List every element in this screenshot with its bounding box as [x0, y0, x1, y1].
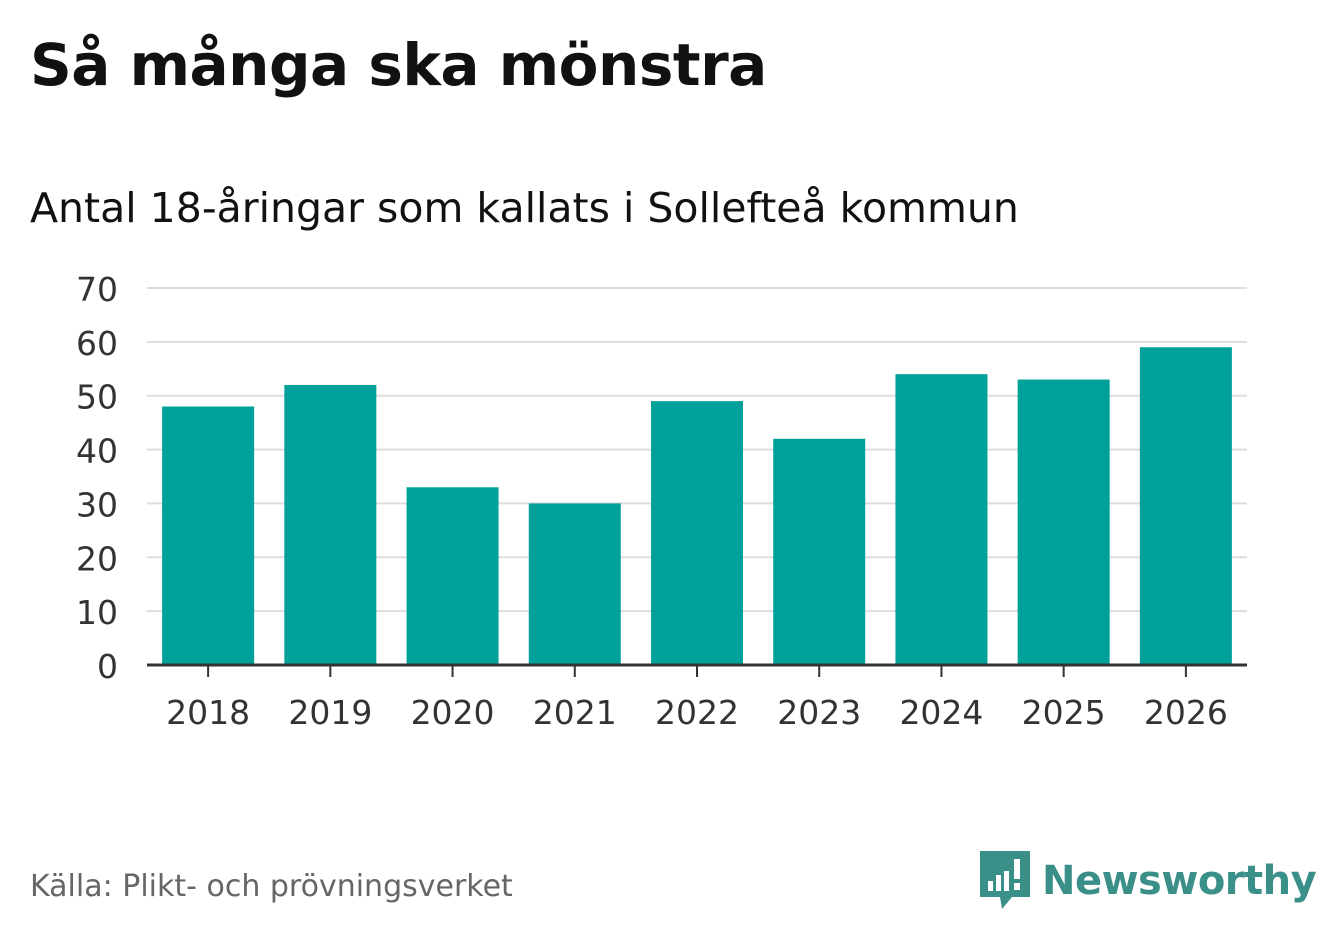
x-tick-label: 2021 — [533, 693, 617, 732]
bars — [162, 347, 1232, 665]
y-tick-label: 60 — [76, 324, 118, 363]
newsworthy-icon — [980, 851, 1030, 909]
y-tick-label: 0 — [97, 647, 118, 686]
brand-logo: Newsworthy — [980, 850, 1317, 912]
x-tick-label: 2025 — [1022, 693, 1106, 732]
y-tick-label: 50 — [76, 378, 118, 417]
y-axis-ticks: 0 10 20 30 40 50 60 70 — [76, 270, 118, 686]
y-tick-label: 70 — [76, 270, 118, 309]
y-tick-label: 30 — [76, 485, 118, 524]
y-tick-label: 20 — [76, 539, 118, 578]
source-note: Källa: Plikt- och prövningsverket — [30, 869, 513, 904]
chart-title: Så många ska mönstra — [30, 31, 767, 99]
y-tick-label: 10 — [76, 593, 118, 632]
bar-2018 — [162, 406, 255, 665]
bar-2019 — [284, 384, 377, 665]
bar-2023 — [773, 438, 866, 665]
x-tick-label: 2026 — [1144, 693, 1228, 732]
bar-2024 — [895, 374, 988, 665]
bar-2026 — [1139, 347, 1232, 665]
x-tick-label: 2020 — [411, 693, 495, 732]
chart-subtitle: Antal 18-åringar som kallats i Sollefteå… — [30, 184, 1019, 232]
x-tick-label: 2024 — [899, 693, 983, 732]
x-tick-label: 2018 — [166, 693, 250, 732]
bar-2025 — [1017, 379, 1110, 665]
bar-2020 — [406, 487, 499, 665]
x-tick-label: 2019 — [288, 693, 372, 732]
brand-name: Newsworthy — [1042, 858, 1317, 904]
x-tick-label: 2023 — [777, 693, 861, 732]
x-tick-label: 2022 — [655, 693, 739, 732]
bar-2022 — [651, 401, 743, 665]
bar-2021 — [528, 503, 621, 665]
y-tick-label: 40 — [76, 432, 118, 471]
x-axis: 2018 2019 2020 2021 2022 2023 2024 2025 2026 — [147, 663, 1247, 732]
